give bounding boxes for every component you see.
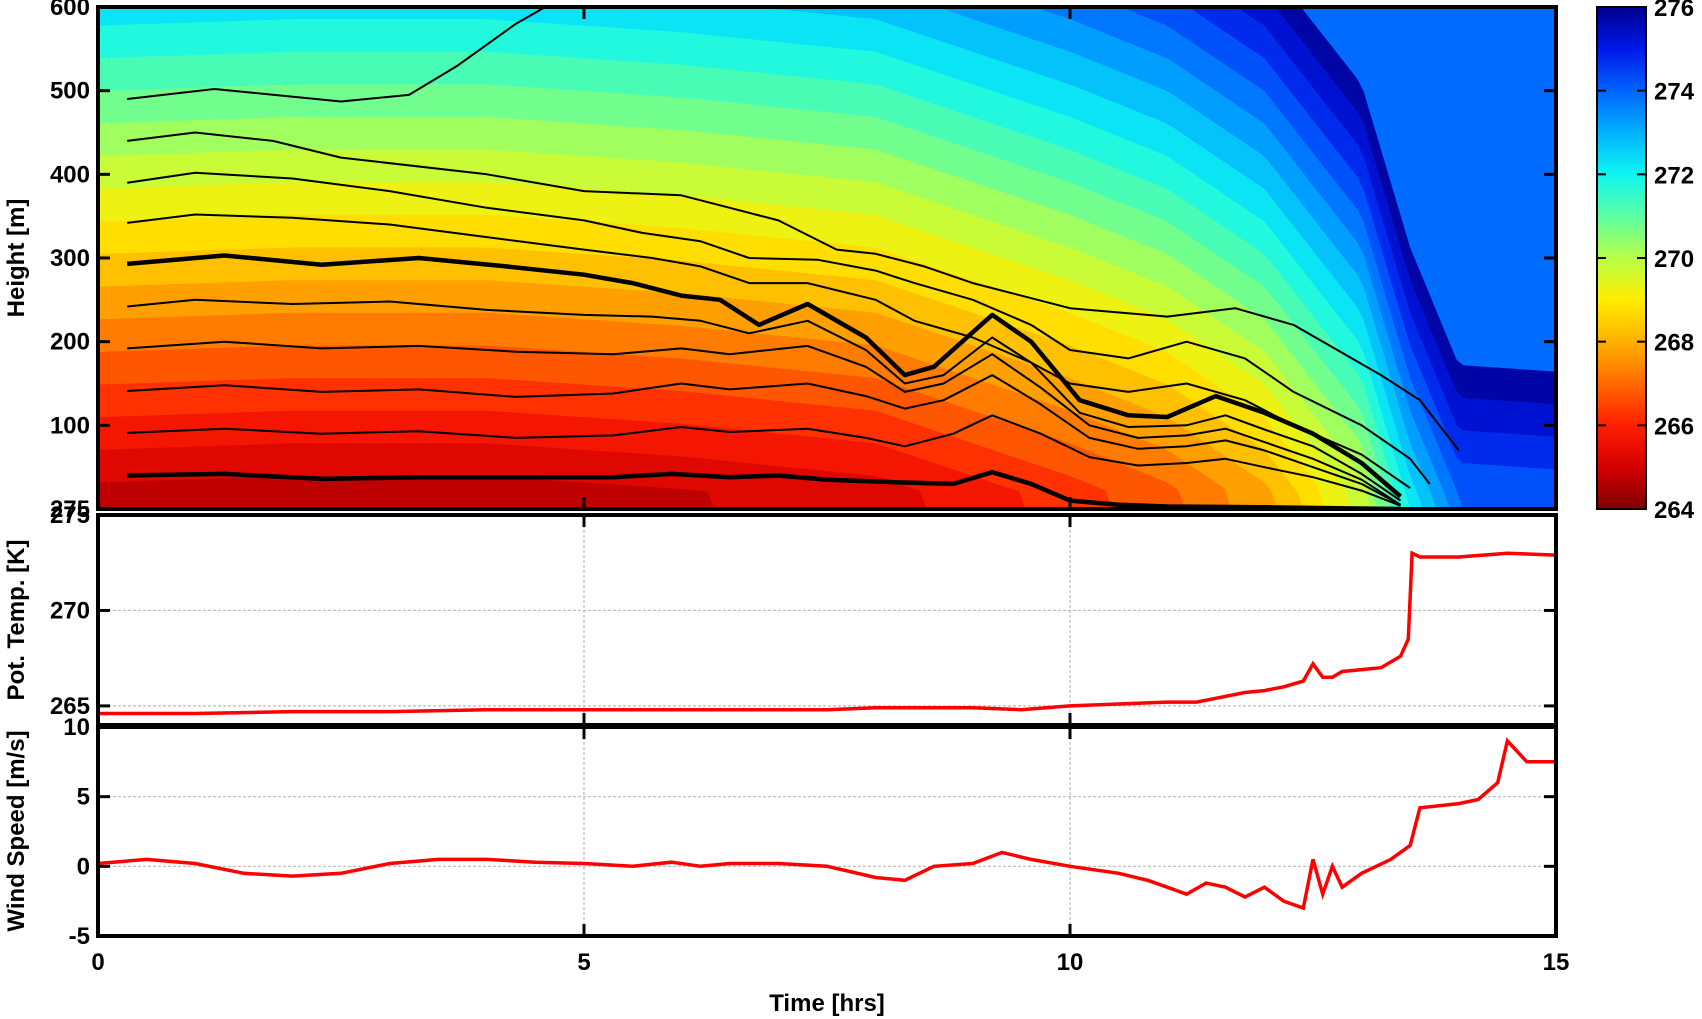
x-tick-label: 5 <box>577 949 590 976</box>
y-axis-label-wind-speed: Wind Speed [m/s] <box>3 730 30 931</box>
y-tick-label: 200 <box>50 329 90 356</box>
y-tick-label: 400 <box>50 161 90 188</box>
contour-line-upper-2 <box>127 131 1460 452</box>
y-tick-label: 500 <box>50 78 90 105</box>
contour-line-mid-3 <box>127 340 1402 506</box>
contour-line-lower-2 <box>127 414 1401 507</box>
colorbar: 264 266 268 270 272 274 276 <box>1596 0 1695 524</box>
contour-line-lower-1 <box>127 374 1401 506</box>
colorbar-tick-label: 272 <box>1654 162 1694 189</box>
y-tick-label: 100 <box>50 412 90 439</box>
wind-speed-line <box>97 737 1556 911</box>
x-tick-label: 15 <box>1543 949 1570 976</box>
y-tick-label: 600 <box>50 0 90 21</box>
y-tick-label: 5 <box>77 784 90 811</box>
heatmap-panel: 275 100 200 300 400 500 600 Height [m] <box>3 0 1558 523</box>
colorbar-tick-label: 276 <box>1654 0 1694 22</box>
pot-temp-ticks: 265 270 275 <box>50 502 1558 725</box>
y-tick-label: 265 <box>50 693 90 720</box>
wind-speed-grid <box>98 727 1556 936</box>
y-tick-label: -5 <box>69 923 90 950</box>
x-tick-label: 0 <box>91 949 104 976</box>
contour-lines <box>127 7 1460 509</box>
colorbar-tick-label: 274 <box>1654 79 1695 106</box>
pot-temp-panel: 265 270 275 Pot. Temp. [K] <box>3 502 1558 727</box>
y-axis-label-pot-temp: Pot. Temp. [K] <box>3 540 30 701</box>
colorbar-ticks: 264 266 268 270 272 274 276 <box>1597 0 1695 524</box>
y-tick-label: 10 <box>63 714 90 741</box>
contour-line-mid-2 <box>127 298 1402 502</box>
colorbar-tick-label: 270 <box>1654 246 1694 273</box>
heatmap-field <box>98 7 1556 509</box>
contour-line-thermocline <box>127 213 1411 489</box>
y-tick-label: 275 <box>50 502 90 529</box>
y-tick-label: 300 <box>50 245 90 272</box>
pot-temp-line <box>98 550 1557 716</box>
heatmap-band <box>98 476 1556 509</box>
colorbar-tick-label: 268 <box>1654 330 1694 357</box>
colorbar-tick-label: 264 <box>1654 497 1695 524</box>
x-axis-label-time: Time [hrs] <box>769 990 885 1017</box>
contour-line-upper-3 <box>127 171 1431 485</box>
y-tick-label: 275 <box>50 496 90 523</box>
x-tick-label: 10 <box>1057 949 1084 976</box>
y-tick-label: 270 <box>50 597 90 624</box>
colorbar-frame <box>1596 6 1647 510</box>
y-tick-label: 0 <box>77 853 90 880</box>
contour-line-surface-bold <box>127 469 1401 509</box>
colorbar-tick-label: 266 <box>1654 413 1694 440</box>
contour-line-upper-1 <box>127 7 548 103</box>
heatmap-frame <box>96 5 1558 511</box>
pot-temp-frame <box>96 513 1558 727</box>
pot-temp-grid <box>98 515 1556 725</box>
contour-line-mid-bold <box>127 253 1402 499</box>
y-axis-label-height: Height [m] <box>3 199 30 318</box>
wind-speed-frame <box>96 725 1558 938</box>
